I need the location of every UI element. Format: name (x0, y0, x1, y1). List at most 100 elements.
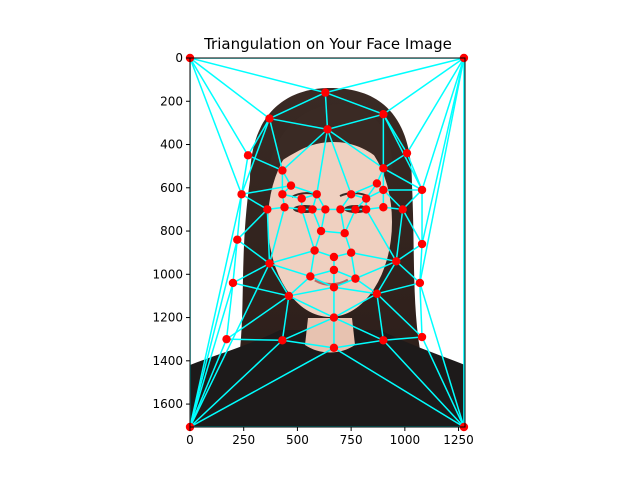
landmark-point-26 (321, 205, 330, 214)
landmark-point-4 (321, 88, 330, 97)
triangle-edge-89 (309, 250, 316, 277)
landmark-point-27 (336, 205, 345, 214)
landmark-point-51 (278, 336, 287, 345)
triangle-edge-25 (190, 194, 243, 427)
triangle-edge-120 (282, 316, 335, 341)
triangle-edge-38 (421, 58, 465, 191)
triangle-edge-32 (326, 129, 352, 195)
triangle-edge-119 (226, 338, 283, 342)
y-tick-label: 600 (160, 181, 183, 195)
triangle-edge-11 (269, 117, 328, 131)
y-tick-label: 1600 (152, 397, 183, 411)
triangle-edge-17 (281, 128, 329, 172)
triangle-edge-46 (190, 239, 238, 427)
triangle-edge-4 (190, 58, 326, 94)
triangle-edge-18 (406, 58, 465, 154)
chart-title: Triangulation on Your Face Image (203, 35, 452, 53)
triangle-edge-74 (344, 209, 357, 234)
landmark-point-8 (243, 151, 253, 160)
x-tick-label: 500 (286, 433, 309, 447)
landmark-point-19 (379, 185, 388, 195)
landmark-point-53 (417, 332, 427, 342)
landmark-point-50 (222, 334, 231, 344)
landmark-point-39 (265, 259, 274, 268)
landmark-point-46 (329, 283, 339, 292)
y-axis-ticks: 0 200 400 600 800 1000 1200 1400 1600 (152, 51, 190, 411)
y-tick-label: 400 (160, 138, 183, 152)
landmark-point-42 (306, 272, 315, 281)
landmark-point-22 (263, 205, 272, 214)
landmark-point-47 (284, 291, 294, 301)
landmark-point-54 (329, 343, 339, 353)
axes-frame (189, 57, 466, 428)
landmark-point-11 (379, 164, 388, 173)
triangle-edge-7 (269, 91, 326, 120)
triangle-edge-85 (350, 251, 397, 263)
triangle-edge-113 (288, 295, 335, 319)
landmark-point-7 (323, 125, 332, 134)
x-tick-label: 0 (186, 433, 194, 447)
triangle-edge-97 (190, 282, 234, 427)
landmark-point-9 (402, 148, 412, 158)
triangle-edge-124 (376, 293, 423, 338)
landmark-point-34 (233, 235, 242, 244)
triangle-edge-129 (333, 339, 384, 349)
triangle-edge-30 (316, 129, 329, 195)
triangle-edge-39 (421, 58, 465, 245)
triangle-edge-135 (190, 263, 271, 427)
triangle-edge-117 (190, 338, 228, 427)
triangle-edge-82 (395, 209, 404, 262)
landmark-point-14 (417, 185, 427, 195)
triangle-edge-96 (232, 262, 270, 284)
triangle-edge-131 (190, 347, 335, 427)
triangle-edge-76 (268, 207, 286, 264)
landmark-point-24 (297, 205, 306, 214)
triangle-edge-115 (225, 282, 234, 340)
x-tick-label: 1000 (390, 433, 421, 447)
triangle-edge-136 (240, 118, 271, 195)
triangle-edge-107 (376, 260, 397, 295)
landmark-point-43 (351, 274, 360, 283)
triangle-edge-8 (382, 58, 465, 115)
landmark-point-29 (361, 205, 371, 214)
triangle-edge-130 (190, 339, 283, 427)
triangle-edge-101 (310, 275, 335, 288)
triangle-edge-14 (247, 118, 271, 156)
triangle-edge-15 (268, 118, 284, 171)
triangle-edge-118 (281, 295, 290, 341)
triangle-edge-69 (382, 189, 404, 210)
landmark-point-52 (379, 336, 388, 345)
triangle-edge-92 (350, 252, 357, 279)
triangle-edge-114 (333, 293, 378, 319)
triangle-edge-22 (382, 152, 408, 169)
y-tick-label: 0 (175, 51, 183, 65)
triangle-edge-95 (232, 239, 239, 284)
triangle-edge-79 (269, 249, 315, 265)
landmark-point-36 (310, 246, 319, 255)
y-tick-label: 1200 (152, 311, 183, 325)
landmark-point-30 (379, 203, 388, 212)
triangle-edge-41 (241, 193, 268, 211)
triangle-edge-100 (419, 282, 465, 427)
triangle-edge-104 (268, 263, 290, 297)
landmark-points (185, 53, 469, 432)
landmark-point-49 (329, 313, 339, 322)
triangle-edge-134 (419, 58, 465, 284)
triangle-edge-12 (327, 113, 384, 131)
landmark-point-6 (379, 110, 388, 119)
triangle-edge-106 (232, 282, 289, 297)
triangle-edge-127 (282, 339, 335, 349)
landmark-point-38 (329, 252, 339, 262)
triangle-edge-83 (395, 243, 423, 262)
triangle-edge-68 (402, 209, 423, 245)
landmark-point-21 (361, 194, 371, 203)
landmark-point-41 (329, 265, 339, 275)
landmark-point-17 (312, 190, 321, 199)
y-tick-label: 200 (160, 94, 183, 108)
triangle-edge-34 (350, 182, 378, 195)
triangle-edge-133 (382, 339, 465, 427)
landmark-point-20 (297, 194, 306, 203)
triangle-edge-80 (301, 209, 316, 251)
landmark-point-16 (278, 190, 287, 199)
